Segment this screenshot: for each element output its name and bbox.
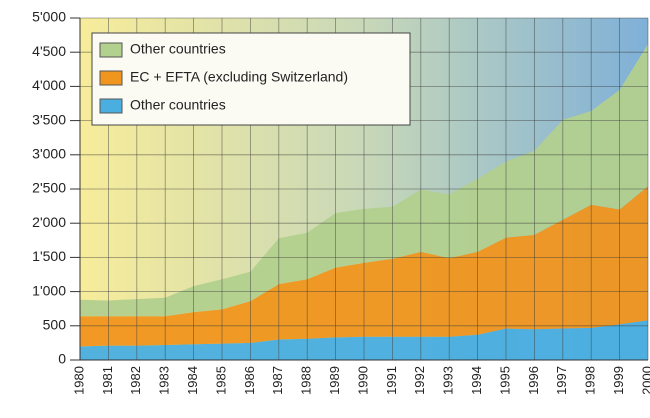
y-tick-label: 3'000 (32, 146, 66, 162)
x-tick-label: 1996 (526, 366, 541, 395)
y-tick-label: 4'500 (32, 43, 66, 59)
x-tick-label: 1999 (611, 366, 626, 395)
y-tick-label: 2'500 (32, 180, 66, 196)
y-tick-label: 1'000 (32, 282, 66, 298)
x-tick-label: 1980 (71, 366, 86, 395)
x-tick-label: 1989 (327, 366, 342, 395)
legend: Other countries EC + EFTA (excluding Swit… (91, 32, 411, 126)
y-tick-label: 500 (43, 317, 67, 333)
x-tick-label: 1993 (441, 366, 456, 395)
x-tick-label: 1982 (128, 366, 143, 395)
x-tick-label: 1995 (497, 366, 512, 395)
x-tick-label: 1991 (384, 366, 399, 395)
legend-swatch (99, 42, 123, 58)
legend-label: Other countries (130, 41, 226, 57)
y-tick-label: 2'000 (32, 214, 66, 230)
x-tick-label: 1994 (469, 366, 484, 395)
x-tick-label: 1990 (355, 366, 370, 395)
x-tick-label: 1985 (213, 366, 228, 395)
y-tick-label: 4'000 (32, 77, 66, 93)
legend-label: Other countries (130, 97, 226, 113)
legend-swatch (99, 98, 123, 114)
legend-label: EC + EFTA (excluding Switzerland) (130, 69, 348, 85)
x-tick-label: 1988 (299, 366, 314, 395)
x-tick-label: 1986 (242, 366, 257, 395)
x-tick-label: 2000 (639, 366, 650, 395)
y-tick-label: 5'000 (32, 9, 66, 25)
x-tick-label: 1992 (412, 366, 427, 395)
x-tick-label: 1981 (100, 366, 115, 395)
x-tick-label: 1984 (185, 366, 200, 395)
legend-box (91, 32, 411, 126)
x-tick-label: 1983 (157, 366, 172, 395)
legend-swatch (99, 70, 123, 86)
y-tick-label: 1'500 (32, 248, 66, 264)
y-tick-label: 3'500 (32, 111, 66, 127)
y-tick-label: 0 (58, 351, 66, 367)
x-tick-label: 1987 (270, 366, 285, 395)
x-tick-label: 1997 (554, 366, 569, 395)
x-tick-label: 1998 (583, 366, 598, 395)
